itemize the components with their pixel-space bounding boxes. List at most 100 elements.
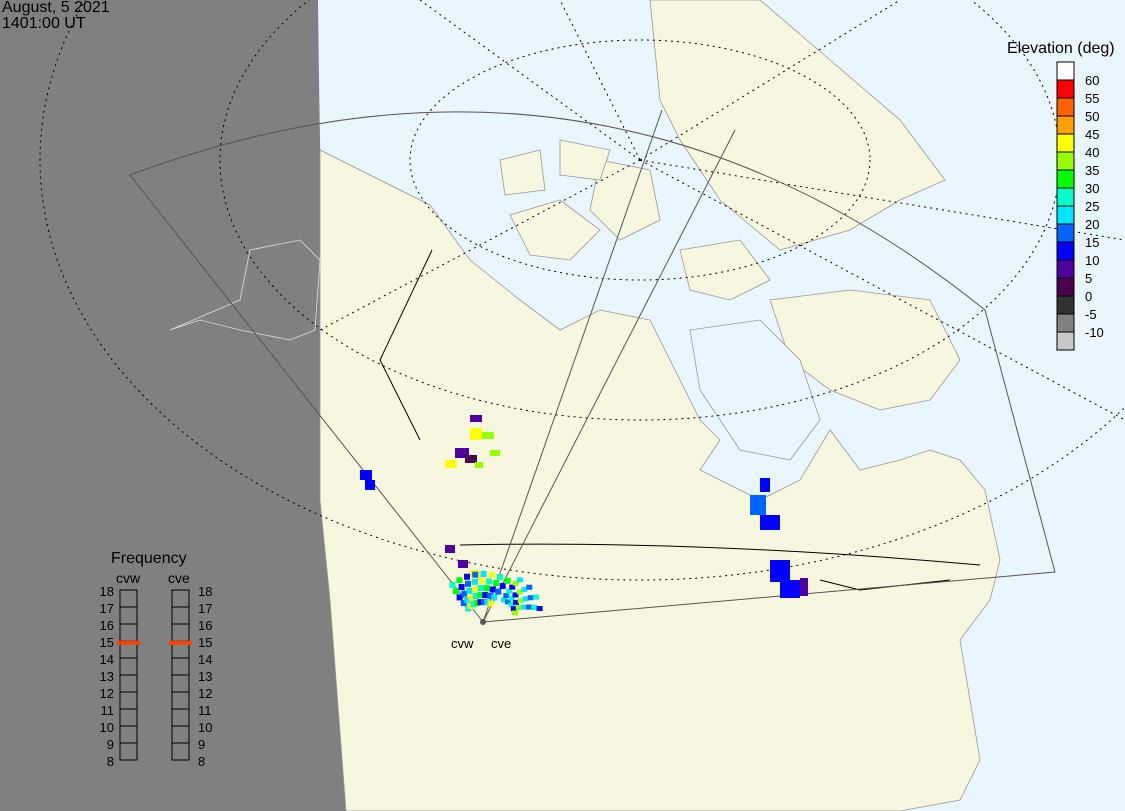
echo-cell	[522, 596, 529, 602]
echo-cell	[474, 599, 481, 606]
echo-cell	[468, 594, 475, 601]
colorbar-label: -5	[1085, 307, 1097, 322]
radar-fields-of-view	[129, 109, 1056, 623]
echo-cell	[458, 560, 468, 568]
colorbar-label: 35	[1085, 163, 1100, 178]
colorbar-swatch	[1056, 259, 1075, 279]
echo-cell	[365, 480, 375, 490]
frequency-tick: 14	[99, 652, 114, 667]
echo-cell	[465, 580, 472, 587]
echo-cell	[521, 586, 528, 592]
frequency-tick: 15	[198, 635, 213, 650]
echo-cell	[504, 577, 511, 584]
colorbar-label: 55	[1085, 91, 1100, 106]
echo-cell	[470, 601, 477, 608]
frequency-tick: 8	[106, 754, 114, 769]
frequency-gauges	[117, 589, 192, 761]
colorbar-swatch	[1056, 295, 1075, 315]
echo-cell	[515, 605, 522, 611]
echo-cell	[517, 597, 524, 603]
echo-cell	[464, 573, 471, 580]
colorbar-label: 40	[1085, 145, 1100, 160]
echo-cell	[480, 599, 487, 606]
colorbar-swatch	[1056, 241, 1075, 261]
radar-name-cvw: cvw	[116, 570, 141, 586]
colorbar-swatch	[1056, 61, 1075, 81]
colorbar-label: 0	[1085, 289, 1093, 304]
colorbar-label: 15	[1085, 235, 1100, 250]
frequency-tick: 10	[99, 720, 114, 735]
frequency-tick: 12	[99, 686, 114, 701]
echo-cell	[472, 571, 479, 578]
colorbar-swatch	[1056, 313, 1075, 333]
echo-cell	[495, 588, 502, 595]
echo-cell	[516, 589, 523, 595]
colorbar-label: 60	[1085, 73, 1100, 88]
radar-name-cve: cve	[168, 570, 190, 586]
colorbar-label: 20	[1085, 217, 1100, 232]
echo-cell	[477, 585, 484, 592]
colorbar-label: 10	[1085, 253, 1100, 268]
frequency-marker	[169, 640, 192, 645]
colorbar-label: 45	[1085, 127, 1100, 142]
colorbar-swatch	[1056, 169, 1075, 189]
echo-cell	[493, 580, 500, 587]
frequency-tick: 11	[198, 703, 212, 718]
frequency-tick: 15	[99, 635, 114, 650]
echo-cell	[477, 599, 484, 606]
echo-cell	[483, 585, 490, 592]
echo-cell	[503, 593, 510, 599]
frequency-tick: 16	[198, 618, 213, 633]
radar-label-cve: cve	[491, 636, 512, 651]
frequency-tick: 17	[99, 601, 114, 616]
colorbar-swatch	[1056, 151, 1075, 171]
echo-cell	[482, 592, 489, 599]
frequency-tick: 14	[198, 652, 213, 667]
echo-cell	[750, 495, 766, 515]
echo-cell	[533, 594, 540, 600]
echo-cell	[760, 515, 780, 530]
echo-cell	[506, 588, 513, 594]
frequency-cell	[171, 742, 190, 761]
echo-cell	[475, 462, 483, 468]
echo-cell	[487, 600, 494, 607]
colorbar-label: 5	[1085, 271, 1093, 286]
echo-cell	[508, 595, 515, 601]
echo-cell	[800, 578, 808, 596]
land	[319, 0, 1001, 811]
frequency-tick: 13	[198, 669, 213, 684]
echo-cell	[509, 584, 516, 590]
echo-cell	[512, 580, 519, 586]
echo-cell	[489, 586, 496, 593]
colorbar-swatch	[1056, 97, 1075, 117]
echo-cell	[536, 606, 543, 612]
radar-site-marker	[480, 619, 486, 625]
time-label: 1401:00 UT	[2, 15, 86, 32]
echo-cell	[482, 432, 494, 439]
echo-cell	[491, 594, 498, 601]
echo-cell	[512, 599, 519, 605]
echo-cell	[472, 585, 479, 592]
echo-cell	[456, 577, 463, 584]
echo-cell	[471, 578, 478, 585]
colorbar-swatch	[1056, 223, 1075, 243]
echo-cell	[486, 592, 493, 599]
frequency-tick: 16	[99, 618, 114, 633]
echo-cell	[508, 602, 515, 608]
echo-cell	[501, 597, 508, 603]
echo-cell	[780, 580, 800, 598]
colorbar-title: Elevation (deg)	[1007, 40, 1115, 57]
echo-cell	[488, 571, 495, 578]
colorbar-label: 50	[1085, 109, 1100, 124]
echo-cell	[486, 578, 493, 585]
frequency-marker	[117, 640, 140, 645]
echo-cell	[460, 600, 467, 607]
echo-cell	[505, 599, 512, 605]
echo-cell	[516, 577, 523, 583]
colorbar-swatch	[1056, 331, 1075, 351]
frequency-tick: 18	[99, 584, 114, 599]
colorbar-swatch	[1056, 187, 1075, 207]
frequency-title: Frequency	[111, 550, 187, 567]
echo-cell	[461, 590, 468, 597]
